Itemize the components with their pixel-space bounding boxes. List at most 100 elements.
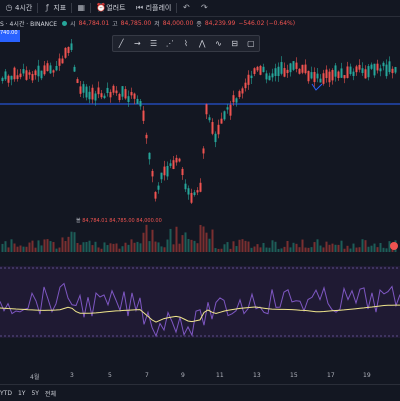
drawing-toolbar: ╱ → ☰ ⋰ ⌇ ⋀ ∿ ⊟ ▢ bbox=[112, 35, 260, 52]
layout-button[interactable]: ▦ bbox=[72, 0, 90, 16]
volume-bar bbox=[121, 246, 124, 252]
brush-icon[interactable]: ⌇ bbox=[184, 39, 188, 48]
candle-body bbox=[118, 93, 121, 101]
volume-bar bbox=[109, 243, 112, 252]
candle-body bbox=[106, 87, 109, 93]
candle-body bbox=[70, 43, 73, 50]
candle-body bbox=[307, 70, 310, 82]
volume-bar bbox=[178, 243, 181, 252]
candle-body bbox=[319, 78, 322, 83]
volume-legend: 볼 84,784.01 84,785.00 84,000.00 bbox=[76, 217, 162, 224]
volume-bar bbox=[49, 241, 52, 252]
volume-bar bbox=[241, 239, 244, 252]
trendline-icon[interactable]: ╱ bbox=[118, 39, 124, 48]
range-all-button[interactable]: 전체 bbox=[44, 390, 56, 398]
volume-bar bbox=[82, 242, 85, 252]
rsi-pane[interactable] bbox=[0, 266, 400, 366]
drawn-arrow[interactable] bbox=[311, 83, 323, 91]
volume-bar bbox=[34, 247, 37, 252]
candle-body bbox=[169, 163, 172, 166]
pattern-icon[interactable]: ⋀ bbox=[198, 39, 206, 48]
volume-bar bbox=[106, 245, 109, 252]
range-bar: YTD 1Y 5Y 전체 bbox=[0, 384, 400, 401]
candlestick-chart[interactable] bbox=[0, 0, 400, 260]
candle-body bbox=[127, 96, 130, 103]
volume-bar bbox=[124, 242, 127, 252]
candle-body bbox=[202, 148, 205, 154]
candle-body bbox=[178, 158, 181, 162]
volume-bar bbox=[271, 240, 274, 252]
candle-body bbox=[61, 58, 64, 64]
candle-body bbox=[208, 117, 211, 121]
volume-value-3: 84,000.00 bbox=[136, 218, 162, 224]
redo-button[interactable]: ↷ bbox=[195, 0, 213, 16]
volume-bar bbox=[310, 247, 313, 252]
timeframe-label: 4시간 bbox=[15, 4, 33, 12]
volume-bar bbox=[112, 243, 115, 252]
replay-icon: ⏮ bbox=[135, 3, 144, 12]
range-5y-button[interactable]: 5Y bbox=[31, 389, 39, 397]
candle-body bbox=[184, 183, 187, 190]
open-label: 시 bbox=[70, 20, 76, 28]
candle-body bbox=[220, 118, 223, 124]
volume-bar bbox=[283, 246, 286, 252]
square-icon[interactable]: ▢ bbox=[247, 39, 255, 48]
candle-body bbox=[373, 63, 376, 76]
volume-bar bbox=[229, 248, 232, 252]
candle-body bbox=[187, 188, 190, 195]
volume-bar bbox=[268, 247, 271, 252]
alert-label: 얼러트 bbox=[106, 4, 126, 12]
volume-bar bbox=[235, 246, 238, 252]
replay-button[interactable]: ⏮ 리플레이 bbox=[131, 0, 177, 16]
candle-body bbox=[349, 66, 352, 75]
range-icon[interactable]: ⊟ bbox=[231, 39, 238, 48]
candle-body bbox=[160, 172, 163, 180]
candle-body bbox=[346, 66, 349, 78]
timeframe-button[interactable]: ◷ 4시간 bbox=[0, 0, 37, 16]
candle-body bbox=[223, 111, 226, 120]
volume-bar bbox=[379, 242, 382, 252]
candle-body bbox=[211, 122, 214, 134]
candle-body bbox=[94, 93, 97, 101]
volume-bar bbox=[115, 243, 118, 252]
ray-icon[interactable]: → bbox=[133, 39, 141, 48]
candle-body bbox=[205, 104, 208, 115]
date-tick: 7 bbox=[145, 372, 149, 379]
undo-button[interactable]: ↶ bbox=[177, 0, 195, 16]
volume-bar bbox=[91, 245, 94, 252]
pitchfork-icon[interactable]: ⋰ bbox=[165, 39, 174, 48]
volume-bar bbox=[172, 244, 175, 252]
candle-body bbox=[328, 71, 331, 83]
volume-bar bbox=[202, 226, 205, 252]
volume-bar bbox=[169, 228, 172, 252]
candle-body bbox=[286, 69, 289, 74]
volume-bar bbox=[13, 243, 16, 252]
market-open-dot bbox=[62, 20, 68, 26]
indicators-button[interactable]: ƒ 지표 bbox=[38, 0, 71, 16]
candle-body bbox=[139, 101, 142, 107]
candle-body bbox=[10, 75, 13, 80]
candle-body bbox=[97, 87, 100, 95]
undo-icon: ↶ bbox=[182, 3, 190, 12]
volume-bar bbox=[160, 246, 163, 252]
candle-body bbox=[172, 160, 175, 170]
candle-body bbox=[91, 87, 94, 100]
alert-button[interactable]: ⏰ 얼러트 bbox=[91, 0, 130, 16]
top-toolbar: ◷ 4시간 ƒ 지표 ▦ ⏰ 얼러트 ⏮ 리플레이 ↶ ↷ bbox=[0, 0, 400, 17]
fib-icon[interactable]: ☰ bbox=[149, 39, 158, 48]
symbol-title[interactable]: S · 4시간 · BINANCE bbox=[0, 20, 58, 28]
volume-bar bbox=[190, 239, 193, 252]
last-price-marker bbox=[390, 242, 398, 250]
range-ytd-button[interactable]: YTD bbox=[0, 389, 12, 397]
redo-icon: ↷ bbox=[200, 3, 208, 12]
candle-body bbox=[73, 66, 76, 72]
volume-bar bbox=[157, 242, 160, 252]
volume-bar bbox=[64, 240, 67, 252]
candle-body bbox=[262, 66, 265, 73]
range-1y-button[interactable]: 1Y bbox=[17, 389, 26, 397]
volume-bar bbox=[319, 245, 322, 252]
volume-bar bbox=[289, 247, 292, 252]
wave-icon[interactable]: ∿ bbox=[215, 39, 222, 48]
volume-bar bbox=[151, 229, 154, 252]
replay-label: 리플레이 bbox=[145, 4, 172, 12]
